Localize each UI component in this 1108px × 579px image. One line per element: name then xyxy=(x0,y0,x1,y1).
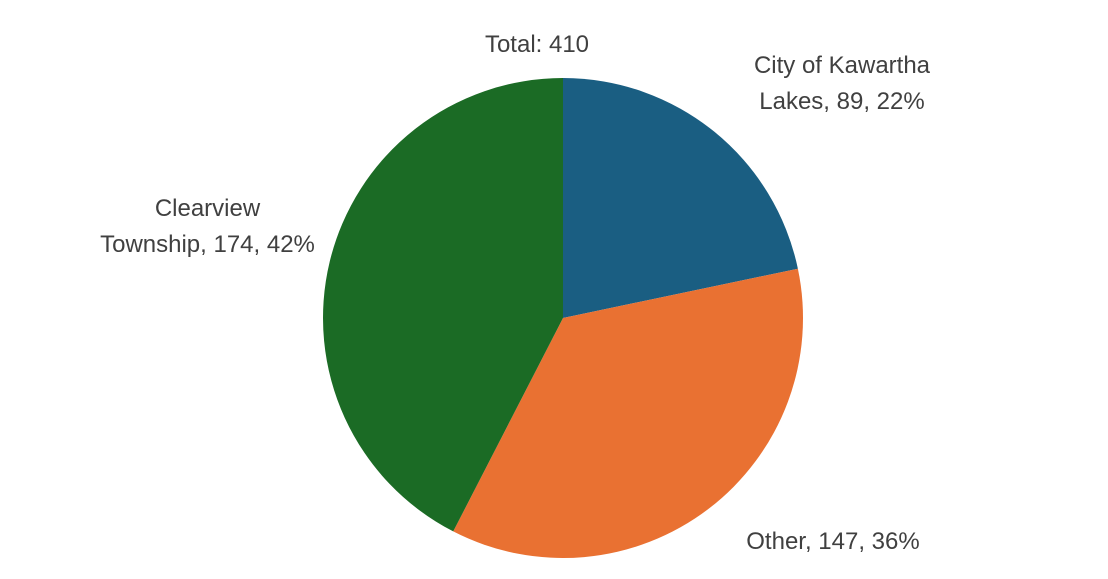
pie-slice xyxy=(322,78,563,532)
data-label: Clearview Township, 174, 42% xyxy=(100,195,315,258)
pie-slice xyxy=(453,268,803,558)
data-label: Other, 147, 36% xyxy=(746,528,920,555)
chart-title: Total: 410 xyxy=(484,31,590,58)
pie-slice xyxy=(563,78,798,318)
data-label: City of Kawartha Lakes, 89, 22% xyxy=(753,52,931,115)
